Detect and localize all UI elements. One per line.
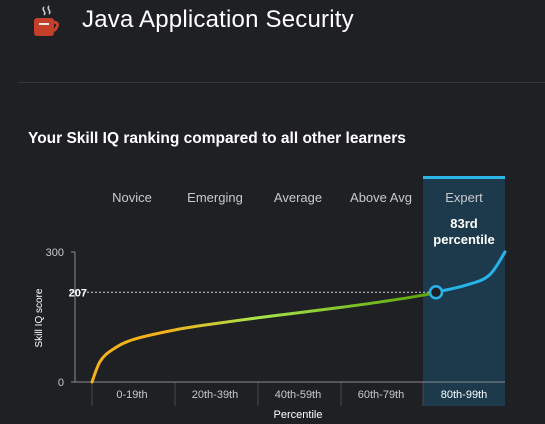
x-tick-label-4: 80th-99th (441, 389, 487, 401)
percentile-marker (428, 285, 444, 300)
app-title: Java Application Security (82, 6, 354, 33)
y-tick-label-1: 0 (58, 377, 64, 389)
x-tick-label-3: 60th-79th (358, 389, 404, 401)
category-label-1: Emerging (187, 190, 243, 205)
percentile-label-line2: percentile (433, 232, 494, 247)
score-curve-upper (433, 250, 507, 294)
x-tick-label-0: 0-19th (116, 389, 147, 401)
x-tick-label-1: 20th-39th (192, 389, 238, 401)
section-title: Your Skill IQ ranking compared to all ot… (28, 130, 406, 147)
header-divider (18, 82, 545, 83)
y-axis-label: Skill IQ score (34, 288, 45, 347)
x-tick-label-2: 40th-59th (275, 389, 321, 401)
category-label-0: Novice (112, 190, 152, 205)
score-label: 207 (69, 287, 87, 299)
category-label-4: Expert (445, 190, 483, 205)
category-label-3: Above Avg (350, 190, 412, 205)
percentile-label-line1: 83rd (450, 216, 478, 231)
y-tick-label-0: 300 (46, 247, 64, 259)
coffee-cup-icon (34, 5, 59, 36)
category-label-2: Average (274, 190, 322, 205)
score-curve-lower (90, 290, 437, 384)
expert-band-top (423, 176, 505, 179)
x-axis-label: Percentile (274, 409, 323, 421)
page-header: Java Application Security (0, 0, 545, 80)
